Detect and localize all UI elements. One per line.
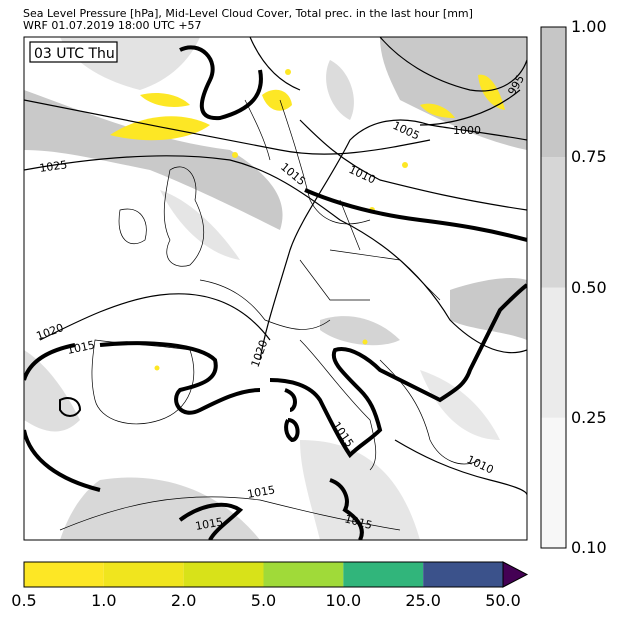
- precip-colorbar-tick: 25.0: [405, 591, 441, 610]
- time-label-box: [29, 41, 118, 63]
- cloud-colorbar-tick: 0.25: [571, 407, 607, 427]
- cloud-colorbar-tick: 0.10: [571, 538, 607, 557]
- precip-colorbar-segment: [263, 562, 344, 587]
- precip-colorbar-segment: [183, 562, 264, 587]
- cloud-colorbar-tick: 1.00: [571, 17, 607, 36]
- precip-colorbar-tick: 10.0: [325, 591, 362, 610]
- precip-colorbar-extend: [502, 561, 529, 588]
- cloud-colorbar-segment: [541, 417, 566, 548]
- time-label: 03 UTC Thu: [34, 46, 115, 62]
- isobar-label: 1015: [246, 483, 276, 501]
- precip-colorbar-tick: 50.0: [485, 591, 521, 610]
- chart-title: Sea Level Pressure [hPa], Mid-Level Clou…: [23, 7, 473, 20]
- cloud-colorbar: [540, 26, 567, 549]
- precip-colorbar-segment: [423, 562, 503, 587]
- map-area: 1025 1020 1015 1020 1015 1010 1005 1000 …: [24, 37, 527, 540]
- precip-colorbar-tick: 2.0: [170, 591, 197, 610]
- precip-colorbar: [23, 561, 529, 588]
- cloud-colorbar-segment: [541, 287, 566, 418]
- cloud-colorbar-segment: [541, 157, 566, 288]
- precipitation: [110, 69, 505, 371]
- isobars: [24, 37, 527, 496]
- isobar-label: 1015: [66, 338, 96, 357]
- chart-subtitle: WRF 01.07.2019 18:00 UTC +57: [23, 19, 202, 32]
- isobars-1015: [24, 45, 527, 540]
- precip-colorbar-segment: [24, 562, 104, 587]
- precip-colorbar-segment: [103, 562, 184, 587]
- isobar-label: 1000: [453, 124, 481, 137]
- precip-colorbar-segment: [343, 562, 424, 587]
- isobar-label: 1015: [194, 515, 224, 533]
- cloud-colorbar-tick: 0.50: [571, 277, 607, 297]
- cloud-colorbar-tick: 0.75: [571, 147, 607, 167]
- precip-colorbar-tick: 0.5: [11, 591, 37, 610]
- cloud-colorbar-segment: [541, 27, 566, 158]
- isobar-label: 1025: [39, 158, 69, 175]
- precip-colorbar-tick: 5.0: [250, 591, 277, 610]
- precip-colorbar-tick: 1.0: [91, 591, 117, 610]
